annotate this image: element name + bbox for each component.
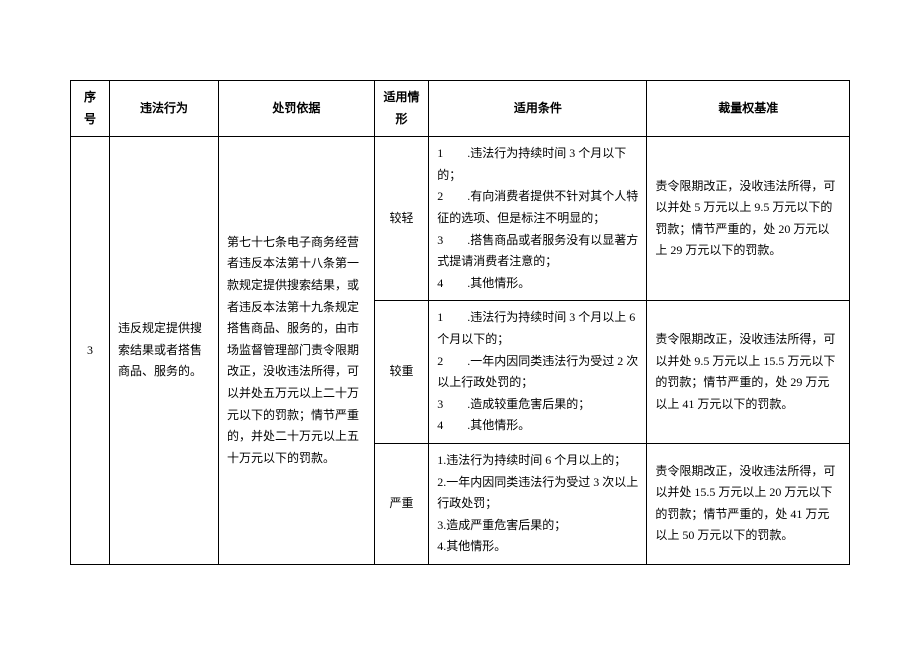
penalty-table: 序号 违法行为 处罚依据 适用情形 适用条件 裁量权基准 3 违反规定提供搜索结…	[70, 80, 850, 565]
cell-seq: 3	[71, 137, 110, 565]
cell-condition-2: 1.违法行为持续时间 6 个月以上的； 2.一年内因同类违法行为受过 3 次以上…	[429, 443, 647, 564]
cell-basis: 第七十七条电子商务经营者违反本法第十八条第一款规定提供搜索结果，或者违反本法第十…	[218, 137, 374, 565]
header-situation: 适用情形	[374, 81, 429, 137]
cell-situation-1: 较重	[374, 301, 429, 444]
header-condition: 适用条件	[429, 81, 647, 137]
condition-item: 4 .其他情形。	[437, 415, 638, 437]
cell-standard-2: 责令限期改正，没收违法所得，可以并处 15.5 万元以上 20 万元以下的罚款；…	[647, 443, 850, 564]
condition-item: 2 .一年内因同类违法行为受过 2 次以上行政处罚的；	[437, 351, 638, 394]
header-basis: 处罚依据	[218, 81, 374, 137]
cell-situation-0: 较轻	[374, 137, 429, 301]
condition-item: 2 .有向消费者提供不针对其个人特征的选项、但是标注不明显的；	[437, 186, 638, 229]
cell-condition-0: 1 .违法行为持续时间 3 个月以下的； 2 .有向消费者提供不针对其个人特征的…	[429, 137, 647, 301]
cell-situation-2: 严重	[374, 443, 429, 564]
condition-item: 1.违法行为持续时间 6 个月以上的；	[437, 450, 638, 472]
condition-item: 4.其他情形。	[437, 536, 638, 558]
cell-behavior: 违反规定提供搜索结果或者搭售商品、服务的。	[109, 137, 218, 565]
header-seq: 序号	[71, 81, 110, 137]
header-standard: 裁量权基准	[647, 81, 850, 137]
table-row: 3 违反规定提供搜索结果或者搭售商品、服务的。 第七十七条电子商务经营者违反本法…	[71, 137, 850, 301]
condition-item: 3 .搭售商品或者服务没有以显著方式提请消费者注意的；	[437, 230, 638, 273]
condition-item: 1 .违法行为持续时间 3 个月以下的；	[437, 143, 638, 186]
condition-item: 1 .违法行为持续时间 3 个月以上 6 个月以下的；	[437, 307, 638, 350]
header-behavior: 违法行为	[109, 81, 218, 137]
table-header-row: 序号 违法行为 处罚依据 适用情形 适用条件 裁量权基准	[71, 81, 850, 137]
condition-item: 2.一年内因同类违法行为受过 3 次以上行政处罚；	[437, 472, 638, 515]
condition-item: 3 .造成较重危害后果的；	[437, 394, 638, 416]
cell-standard-0: 责令限期改正，没收违法所得，可以并处 5 万元以上 9.5 万元以下的罚款；情节…	[647, 137, 850, 301]
cell-condition-1: 1 .违法行为持续时间 3 个月以上 6 个月以下的； 2 .一年内因同类违法行…	[429, 301, 647, 444]
condition-item: 4 .其他情形。	[437, 273, 638, 295]
condition-item: 3.造成严重危害后果的；	[437, 515, 638, 537]
cell-standard-1: 责令限期改正，没收违法所得，可以并处 9.5 万元以上 15.5 万元以下的罚款…	[647, 301, 850, 444]
